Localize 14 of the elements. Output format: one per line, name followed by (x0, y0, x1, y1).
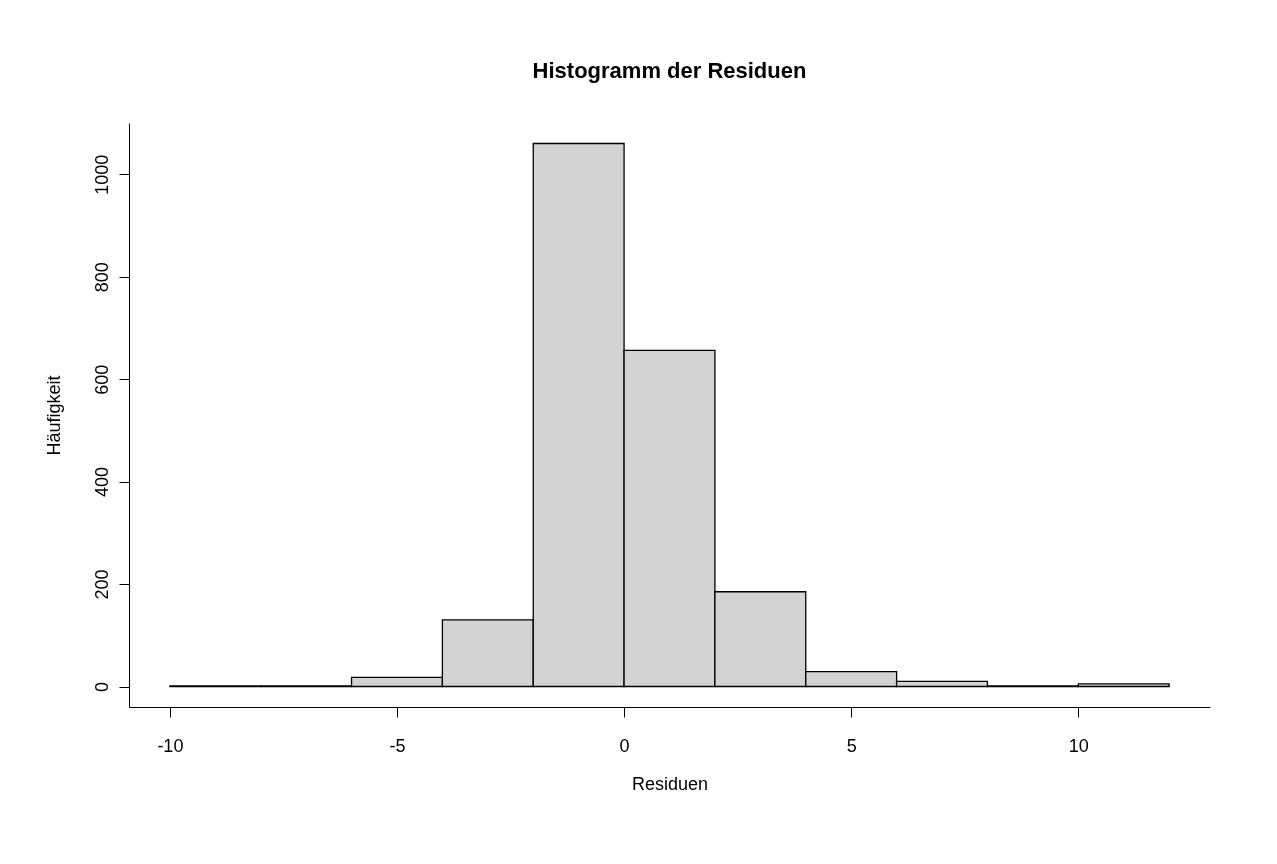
x-tick-label: 5 (846, 735, 857, 756)
chart-title: Histogramm der Residuen (532, 58, 807, 83)
x-tick-label: 10 (1068, 735, 1089, 756)
y-axis-title: Häufigkeit (43, 375, 64, 456)
y-tick-label: 200 (91, 569, 112, 600)
y-tick-label: 600 (91, 364, 112, 395)
y-tick-label: 400 (91, 467, 112, 498)
x-tick-label: 0 (619, 735, 630, 756)
y-tick-label: 1000 (91, 154, 112, 195)
x-axis-title: Residuen (631, 773, 709, 794)
y-tick-label: 0 (91, 682, 112, 693)
x-tick-label: -10 (157, 735, 184, 756)
y-tick-label: 800 (91, 262, 112, 293)
x-tick-label: -5 (389, 735, 406, 756)
